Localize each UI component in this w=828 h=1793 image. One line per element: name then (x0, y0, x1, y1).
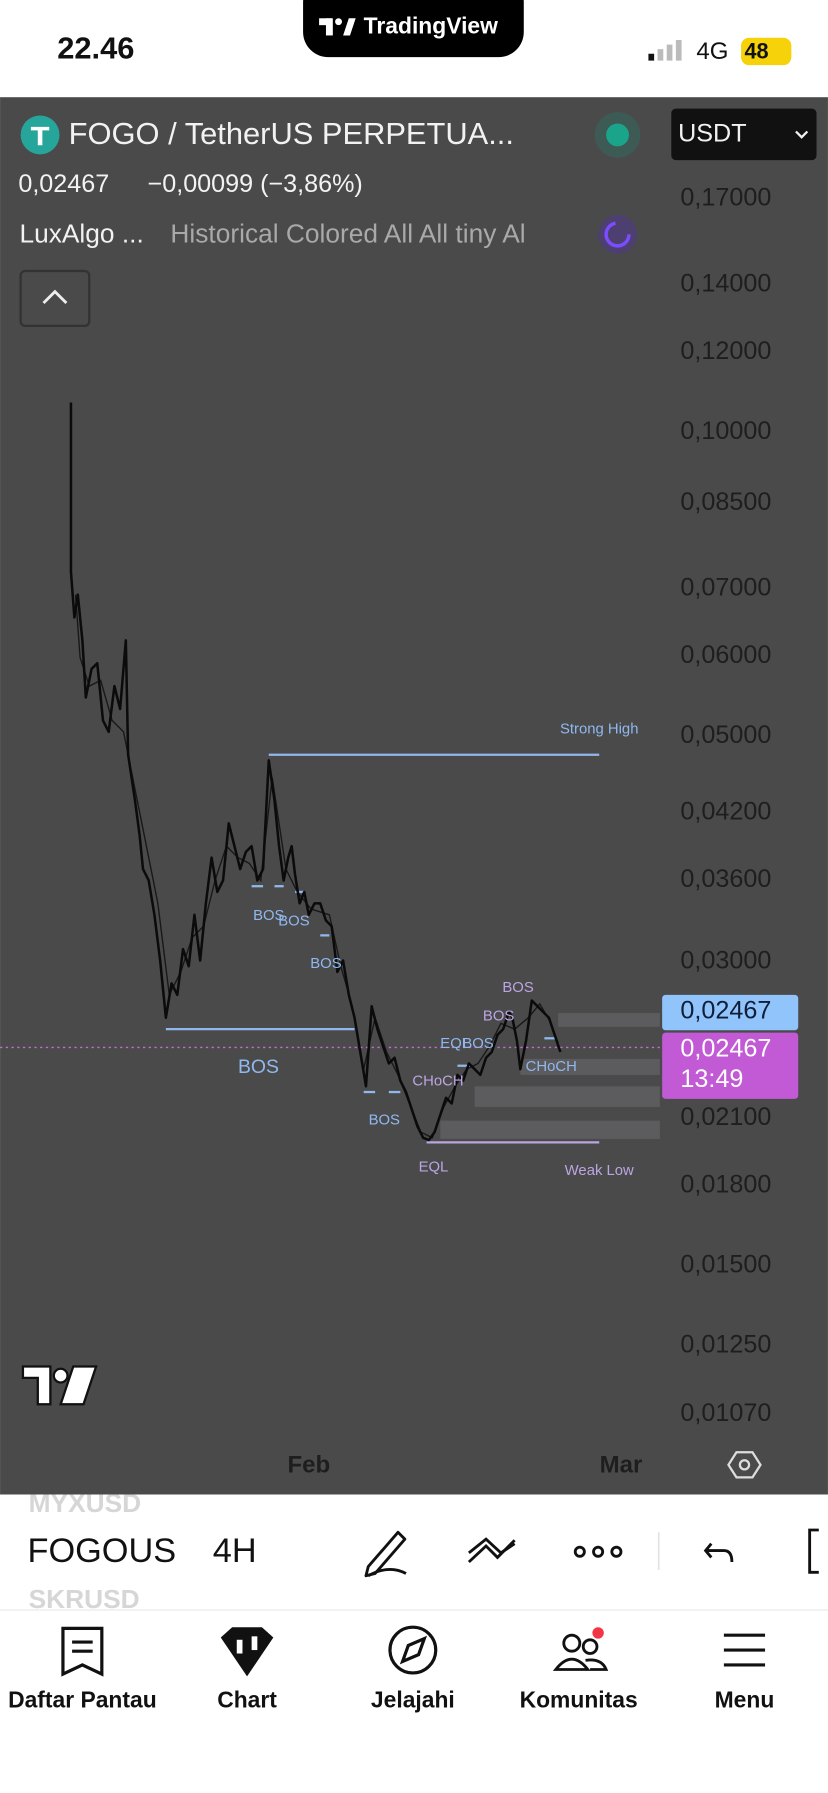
price-axis-label: 0,01070 (680, 1399, 771, 1427)
tab-icon-watchlist (61, 1626, 104, 1677)
mark-price-tag (662, 1032, 799, 1099)
notification-dot (592, 1627, 604, 1639)
price-axis-label: 0,01500 (680, 1250, 771, 1278)
status-time: 22.46 (57, 30, 134, 65)
tab-label[interactable]: Jelajahi (371, 1687, 455, 1713)
chart-annotation: CHoCH (526, 1059, 577, 1075)
chart-annotation: Strong High (560, 721, 638, 737)
price-axis-label: 0,01800 (680, 1170, 771, 1198)
coin-glyph (30, 126, 50, 146)
tab-icon-community (552, 1633, 609, 1671)
last-price-tag (662, 994, 799, 1031)
time-axis-label: Mar (600, 1451, 643, 1478)
chart-annotation: BOS (278, 914, 309, 930)
price-change: −0,00099 (−3,86%) (148, 170, 363, 198)
mark-price-tag-label: 0,02467 (680, 1034, 771, 1062)
fullscreen[interactable] (808, 1528, 819, 1574)
chart-annotation: EQL (419, 1159, 449, 1175)
dynamic-island (303, 0, 524, 58)
indicator-loading (598, 214, 637, 254)
trend-tool[interactable] (467, 1537, 516, 1564)
currency: USDT (678, 120, 746, 148)
signal-icon (648, 40, 682, 61)
tab-icon-menu (723, 1633, 766, 1667)
chart-settings-button[interactable] (727, 1451, 762, 1479)
chart-annotation: CHoCH (412, 1074, 463, 1090)
undo[interactable] (703, 1542, 734, 1563)
tab-icon-explore (388, 1625, 438, 1675)
bar-countdown: 13:49 (680, 1065, 743, 1093)
tab-label[interactable]: Komunitas (520, 1687, 638, 1713)
price-axis-label: 0,02100 (680, 1103, 771, 1131)
currency-selector[interactable] (671, 108, 817, 161)
tabs: Daftar Pantau Chart Jelajahi Komunitas Menu (8, 1687, 774, 1713)
tab-icon-chart (220, 1627, 274, 1677)
price-axis-label: 0,05000 (680, 721, 771, 749)
tv-logo-small (319, 18, 356, 36)
chart-annotation: BOS (253, 908, 284, 924)
chart-annotation: BOS (462, 1036, 493, 1052)
tab-label[interactable]: Chart (217, 1687, 277, 1713)
price-axis: 0,17000 0,14000 0,12000 0,10000 0,08500 0,070… (680, 184, 771, 1428)
price-axis-label: 0,08500 (680, 488, 771, 516)
price-axis-label: 0,14000 (680, 269, 771, 297)
watermark-logo (21, 1365, 98, 1406)
chart-annotation: Weak Low (565, 1163, 634, 1179)
price-wicks (74, 594, 559, 1139)
time-axis-label: Feb (287, 1451, 330, 1478)
tab-bar (0, 1610, 828, 1793)
indicator-spinner (604, 221, 631, 248)
price-axis-label: 0,03600 (680, 865, 771, 893)
smc-zones (440, 1013, 660, 1139)
battery (741, 37, 792, 66)
chart-annotation: BOS (238, 1056, 279, 1078)
price-axis-label: 0,07000 (680, 574, 771, 602)
price-axis-label: 0,01250 (680, 1331, 771, 1359)
tab-label[interactable]: Menu (715, 1687, 775, 1713)
annotations: Strong HighBOSBOSBOSBOSBOSCHoCHEQLBOSBOS… (238, 721, 639, 1178)
price-axis-label: 0,06000 (680, 641, 771, 669)
toolbar (0, 1494, 828, 1611)
drawing-tool[interactable] (364, 1530, 407, 1578)
chart-annotation: BOS (502, 980, 533, 996)
last-price: 0,02467 (18, 170, 109, 198)
bos-dashes (251, 885, 556, 1094)
battery-level: 48 (744, 38, 768, 63)
chart-annotation: EQL (440, 1036, 470, 1052)
collapse-button[interactable] (19, 269, 91, 328)
indicator-name[interactable]: LuxAlgo ... (19, 219, 143, 249)
app-logo: TradingView (364, 12, 498, 38)
more-tools[interactable] (573, 1545, 623, 1558)
symbol-next[interactable]: SKRUSD (29, 1584, 140, 1614)
chart-area (0, 97, 828, 1495)
price-axis-label: 0,12000 (680, 337, 771, 365)
market-status-dot (606, 123, 629, 147)
last-price-tag-label: 0,02467 (680, 997, 771, 1025)
price-axis-label: 0,04200 (680, 798, 771, 826)
indicator-settings[interactable]: Historical Colored All All tiny Al (170, 219, 525, 249)
chart-annotation: BOS (369, 1113, 400, 1129)
chart-annotation: BOS (310, 956, 341, 972)
tab-label[interactable]: Daftar Pantau (8, 1687, 157, 1713)
network-type: 4G (696, 38, 728, 65)
chevron-down (795, 130, 809, 139)
toolbar-symbol[interactable]: FOGOUS (27, 1532, 176, 1570)
chevron-up (42, 289, 68, 305)
price-series (69, 402, 562, 1142)
price-axis-label: 0,10000 (680, 417, 771, 445)
price-axis-label: 0,03000 (680, 946, 771, 974)
price-axis-label: 0,17000 (680, 184, 771, 212)
chart-annotation: BOS (483, 1008, 514, 1024)
symbol-title[interactable]: FOGO / TetherUS PERPETUA... (69, 116, 514, 151)
interval[interactable]: 4H (213, 1532, 257, 1570)
symbol-prev[interactable]: MYXUSD (29, 1488, 142, 1518)
